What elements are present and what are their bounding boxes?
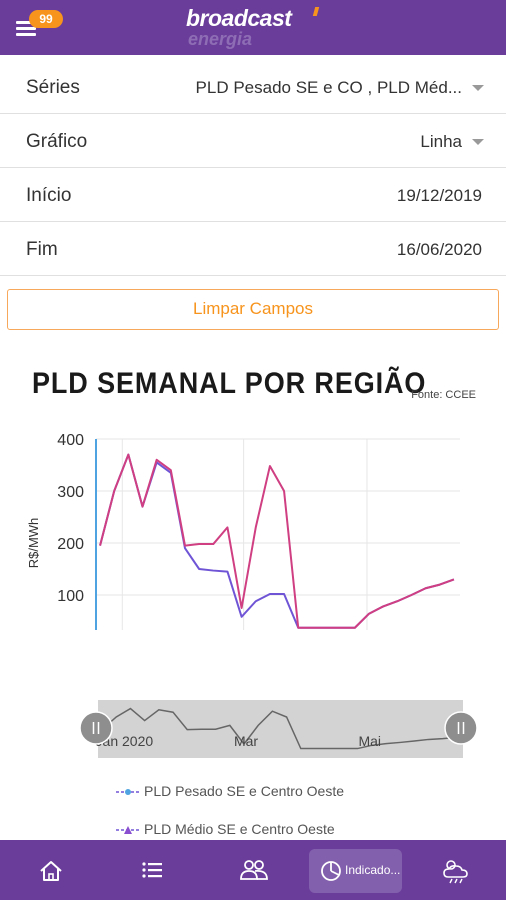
logo-accent-mark <box>312 7 320 16</box>
clear-fields-button[interactable]: Limpar Campos <box>7 289 499 330</box>
end-date-row[interactable]: Fim 16/06/2020 <box>0 222 506 276</box>
start-date-row[interactable]: Início 19/12/2019 <box>0 168 506 222</box>
chart-type-label: Gráfico <box>26 131 88 152</box>
home-icon <box>40 861 62 881</box>
series-label: Séries <box>26 77 80 98</box>
start-date-field[interactable]: 19/12/2019 <box>396 186 482 205</box>
nav-list[interactable] <box>128 849 178 893</box>
broadcast-energia-logo: broadcast energia <box>186 5 336 51</box>
navigator-series-line <box>101 707 457 750</box>
top-app-bar: 99 broadcast energia <box>0 0 506 55</box>
logo-text-top: broadcast <box>186 5 292 31</box>
logo-text-bottom: energia <box>188 29 253 49</box>
series-row[interactable]: Séries PLD Pesado SE e CO , PLD Méd... <box>0 60 506 114</box>
chart-source: Fonte: CCEE <box>411 389 476 401</box>
weather-storm-icon <box>443 860 468 884</box>
navigator-window <box>98 700 463 758</box>
users-icon <box>240 860 268 880</box>
y-tick-label: 300 <box>57 484 84 501</box>
chart-type-row[interactable]: Gráfico Linha <box>0 114 506 168</box>
legend-item-medio[interactable]: PLD Médio SE e Centro Oeste <box>116 821 335 837</box>
legend-marker-circle-icon <box>116 789 140 796</box>
series-select[interactable]: PLD Pesado SE e CO , PLD Méd... <box>195 78 462 97</box>
nav-weather[interactable] <box>432 849 482 893</box>
legend-item-pesado[interactable]: PLD Pesado SE e Centro Oeste <box>116 783 344 799</box>
end-date-field[interactable]: 16/06/2020 <box>396 240 482 259</box>
line-chart: 0100200300400Jan 2020MarMaiR$/MWh <box>26 432 460 630</box>
series-line-0 <box>99 453 455 629</box>
range-navigator[interactable]: Jan 2020 Mar Mai <box>0 695 506 765</box>
navigator-tick-label: Mar <box>234 733 258 749</box>
notification-badge[interactable]: 99 <box>29 10 63 28</box>
chart-type-select[interactable]: Linha <box>420 132 462 151</box>
list-icon <box>142 862 162 878</box>
y-tick-label: 400 <box>57 432 84 449</box>
chevron-down-icon[interactable] <box>472 139 484 145</box>
y-tick-label: 100 <box>57 588 84 605</box>
chevron-down-icon[interactable] <box>472 85 484 91</box>
end-date-label: Fim <box>26 239 58 260</box>
navigator-left-handle[interactable] <box>79 711 113 745</box>
chart-title: PLD SEMANAL POR REGIÃO <box>32 367 427 400</box>
legend-marker-triangle-icon <box>116 826 140 835</box>
navigator-right-handle[interactable] <box>444 711 478 745</box>
nav-indicators-label: Indicado... <box>345 863 401 877</box>
navigator-tick-label: Mai <box>358 733 381 749</box>
y-tick-label: 200 <box>57 536 84 553</box>
legend-label-medio: PLD Médio SE e Centro Oeste <box>144 821 335 837</box>
menu-button[interactable] <box>14 14 40 40</box>
bottom-navigation: Indicado... <box>0 840 506 900</box>
nav-users[interactable] <box>229 849 279 893</box>
series-line-1 <box>99 453 455 629</box>
y-axis-label: R$/MWh <box>26 518 41 569</box>
legend-label-pesado: PLD Pesado SE e Centro Oeste <box>144 783 344 799</box>
nav-indicators[interactable]: Indicado... <box>309 849 402 893</box>
pie-chart-icon <box>321 861 341 881</box>
nav-home[interactable] <box>26 849 76 893</box>
start-date-label: Início <box>26 185 72 206</box>
